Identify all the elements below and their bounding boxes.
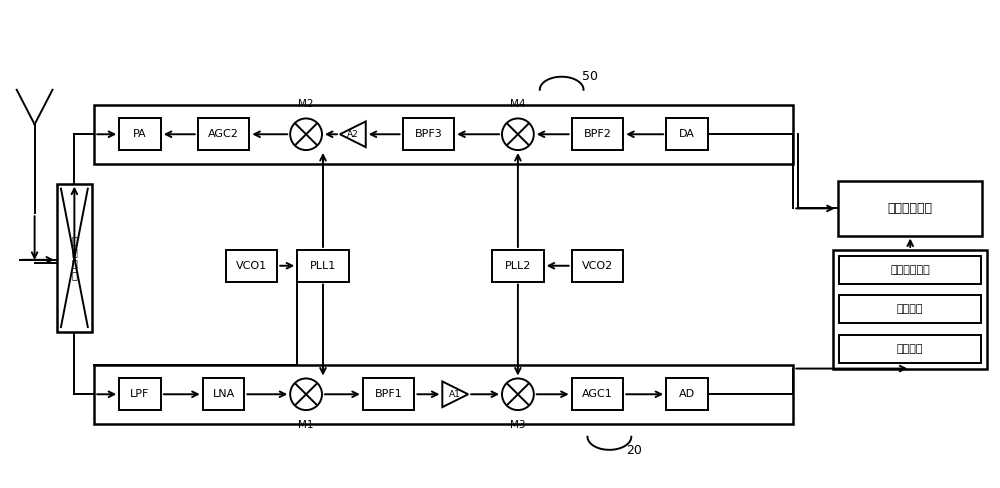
Circle shape: [290, 379, 322, 410]
Text: 收
发
切
换: 收 发 切 换: [71, 235, 77, 280]
Bar: [94, 365, 793, 424]
Text: A2: A2: [347, 130, 359, 139]
Bar: [119, 379, 161, 410]
Text: PLL2: PLL2: [505, 261, 531, 271]
Text: 20: 20: [626, 444, 642, 457]
Bar: [492, 250, 544, 282]
Circle shape: [290, 119, 322, 150]
Bar: [363, 379, 414, 410]
Text: AD: AD: [679, 389, 695, 399]
Text: M3: M3: [510, 420, 526, 430]
Bar: [833, 250, 987, 368]
Bar: [572, 250, 623, 282]
Text: 记录单元: 记录单元: [897, 304, 923, 314]
Bar: [198, 119, 249, 150]
Text: BPF3: BPF3: [415, 129, 442, 139]
Bar: [666, 119, 708, 150]
Bar: [226, 250, 277, 282]
Text: PLL1: PLL1: [310, 261, 336, 271]
Bar: [572, 379, 623, 410]
Bar: [57, 183, 92, 332]
Polygon shape: [340, 122, 366, 147]
Bar: [572, 119, 623, 150]
Text: A1: A1: [449, 390, 461, 399]
Text: 基带处理装置: 基带处理装置: [887, 202, 932, 215]
Bar: [839, 335, 981, 363]
Text: VCO1: VCO1: [236, 261, 267, 271]
Text: 50: 50: [582, 70, 598, 83]
Text: M1: M1: [298, 420, 314, 430]
Circle shape: [502, 119, 534, 150]
Text: AGC1: AGC1: [582, 389, 613, 399]
Text: LNA: LNA: [212, 389, 235, 399]
Text: M2: M2: [298, 99, 314, 108]
Text: PA: PA: [133, 129, 147, 139]
Text: DA: DA: [679, 129, 695, 139]
Bar: [119, 119, 161, 150]
Circle shape: [502, 379, 534, 410]
Text: 频谱切换单元: 频谱切换单元: [890, 264, 930, 275]
Bar: [94, 104, 793, 164]
Text: VCO2: VCO2: [582, 261, 613, 271]
Bar: [838, 181, 982, 236]
Bar: [839, 295, 981, 323]
Polygon shape: [442, 382, 468, 407]
Bar: [666, 379, 708, 410]
Text: M4: M4: [510, 99, 526, 108]
Text: BPF2: BPF2: [584, 129, 611, 139]
Bar: [839, 256, 981, 284]
Bar: [203, 379, 244, 410]
Text: 检测单元: 检测单元: [897, 344, 923, 354]
Bar: [297, 250, 349, 282]
Text: BPF1: BPF1: [375, 389, 402, 399]
Text: AGC2: AGC2: [208, 129, 239, 139]
Text: LPF: LPF: [130, 389, 150, 399]
Bar: [403, 119, 454, 150]
